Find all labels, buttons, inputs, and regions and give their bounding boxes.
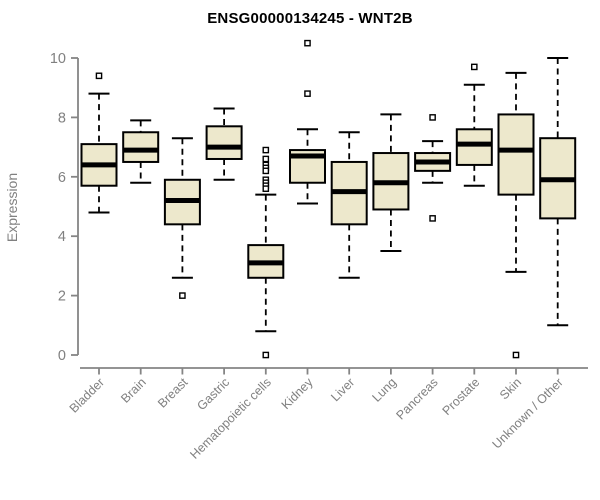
outlier-point (304, 39, 311, 47)
box-bladder (80, 72, 118, 214)
x-tick-label: Unknown / Other (490, 375, 566, 451)
x-tick-label: Bladder (67, 375, 107, 415)
iqr-box (122, 131, 160, 163)
iqr-box (497, 113, 535, 196)
box-unknown-other (539, 57, 577, 327)
y-tick-label: 8 (58, 110, 66, 126)
x-tick-label: Kidney (279, 375, 316, 412)
x-tick-label: Breast (155, 375, 191, 411)
outlier-point (471, 63, 478, 71)
outlier-point (262, 185, 270, 192)
iqr-box (455, 128, 493, 166)
x-tick-label: Prostate (440, 375, 483, 418)
box-kidney (289, 39, 326, 205)
box-prostate (455, 63, 493, 187)
x-tick-label: Hematopoietic cells (187, 375, 274, 462)
box-brain (122, 119, 160, 184)
chart-title: ENSG00000134245 - WNT2B (207, 10, 413, 27)
box-gastric (205, 107, 243, 181)
outlier-point (262, 167, 270, 175)
box-breast (163, 137, 201, 299)
y-tick-label: 0 (58, 348, 66, 364)
outlier-point (95, 72, 103, 80)
outlier-point (262, 155, 270, 163)
box-pancreas (414, 114, 452, 222)
x-tick-label: Skin (497, 375, 524, 402)
outlier-point (179, 292, 186, 299)
outlier-point (262, 351, 270, 359)
x-tick-label: Brain (118, 375, 149, 406)
y-axis: 0 2 4 6 8 10 Expression (4, 51, 79, 364)
x-tick-label: Lung (369, 375, 399, 405)
box-skin (497, 71, 535, 359)
box-lung (372, 113, 410, 253)
outlier-point (429, 215, 436, 222)
iqr-box (205, 125, 243, 160)
y-tick-label: 10 (50, 51, 66, 67)
box-liver (330, 131, 368, 279)
y-tick-label: 4 (58, 229, 66, 245)
box-hematopoietic-cells (247, 146, 285, 359)
y-axis-title: Expression (4, 173, 20, 242)
x-tick-label: Gastric (194, 375, 232, 413)
outlier-point (512, 351, 520, 359)
x-tick-label: Pancreas (393, 375, 440, 422)
x-tick-label: Liver (328, 375, 357, 404)
outlier-point (429, 114, 436, 121)
outlier-point (304, 90, 311, 97)
outlier-point (262, 146, 270, 154)
y-tick-label: 2 (58, 289, 66, 305)
y-tick-label: 6 (58, 170, 66, 186)
